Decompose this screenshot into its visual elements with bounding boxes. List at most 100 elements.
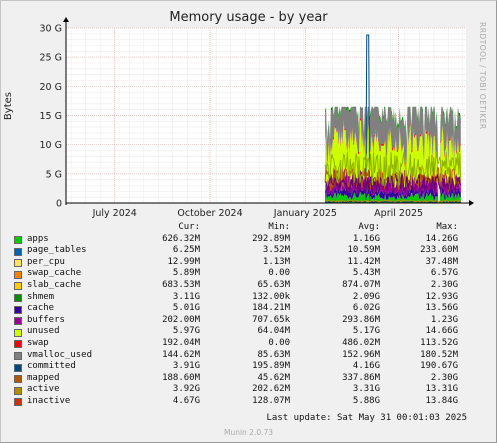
legend-cur: 4.67G [172,395,200,406]
legend-name: swap_cache [27,268,82,279]
legend-cur: 3.91G [172,361,200,372]
series-lines [324,34,462,204]
legend-row-active: active 3.92G 202.62M 3.31G 13.31G [0,384,497,396]
last-update: Last update: Sat May 31 00:01:03 2025 [266,413,467,423]
legend-cur: 188.60M [162,372,200,383]
legend-avg: 4.16G [352,361,380,372]
legend-avg: 5.17G [352,326,380,337]
area-cache [325,119,461,203]
legend-avg: 6.02G [352,303,380,314]
y-tick-labels: 0 5 G 10 G 15 G 20 G 25 G 30 G [40,24,62,210]
legend-avg: 5.88G [352,395,380,406]
legend-swatch [14,375,22,384]
legend-cur: 192.04M [162,337,200,348]
legend-swatch [14,236,22,245]
legend-name: apps [27,233,49,244]
legend-swatch [14,340,22,349]
legend-max: 190.67G [420,361,458,372]
line-mapped [325,199,461,204]
y-tick-label: 5 G [46,169,62,180]
legend-row-vmalloc-used: vmalloc_used 144.62M 85.63M 152.96M 180.52M [0,350,497,362]
legend-swatch [14,305,22,314]
axes [63,17,474,206]
x-tick-label: April 2025 [374,208,423,219]
legend-row-unused: unused 5.97G 64.04M 5.17G 14.66G [0,326,497,338]
legend-cur: 3.11G [172,291,200,302]
legend-max: 13.56G [425,303,458,314]
rrdtool-credit: RRDTOOL / TOBI OETIKER [478,22,487,130]
legend-row-apps: apps 626.32M 292.89M 1.16G 14.26G [0,234,497,246]
legend-avg: 486.02M [342,337,380,348]
y-axis-arrow [63,17,69,22]
legend-min: 0.00 [268,268,290,279]
legend-table: Cur: Min: Avg: Max: apps 626.32M 292.89M 1.… [0,222,497,408]
legend-min: 132.00k [252,291,290,302]
legend-cur: 144.62M [162,349,200,360]
legend-swatch [14,317,22,326]
y-tick-label: 30 G [40,24,62,35]
legend-max: 1.23G [430,314,458,325]
legend-name: committed [27,361,76,372]
legend-row-swap: swap 192.04M 0.00 486.02M 113.52G [0,338,497,350]
legend-min: 3.52M [262,245,290,256]
legend-swatch [14,328,22,337]
legend-rows: apps 626.32M 292.89M 1.16G 14.26G page_tables… [0,234,497,408]
legend-avg: 3.31G [352,384,380,395]
legend-row-mapped: mapped 188.60M 45.62M 337.86M 2.30G [0,373,497,385]
legend-min: 0.00 [268,337,290,348]
legend-swatch [14,352,22,361]
legend-name: inactive [27,395,71,406]
chart-title: Memory usage - by year [169,10,328,25]
legend-cur: 5.97G [172,326,200,337]
legend-cur: 683.53M [162,279,200,290]
legend-row-slab-cache: slab_cache 683.53M 65.63M 874.07M 2.30G [0,280,497,292]
legend-row-cache: cache 5.01G 184.21M 6.02G 13.56G [0,303,497,315]
area-swap [325,106,461,203]
legend-max: 13.31G [425,384,458,395]
legend-swatch [14,247,22,256]
line-inactive [324,151,462,187]
legend-avg: 10.59M [347,245,380,256]
legend-avg: 337.86M [342,372,380,383]
legend-swatch [14,363,22,372]
legend-cur: 5.01G [172,303,200,314]
legend-name: per_cpu [27,256,65,267]
x-tick-label: July 2024 [92,208,137,219]
legend-max: 14.26G [425,233,458,244]
legend-max: 6.57G [430,268,458,279]
x-tick-labels: July 2024 October 2024 January 2025 April 2… [92,208,424,219]
legend-avg: 5.43M [352,268,380,279]
legend-swatch [14,270,22,279]
legend-name: active [27,384,60,395]
legend-avg: 2.09G [352,291,380,302]
line-active [324,172,462,194]
legend-cur: 5.89M [172,268,200,279]
legend-name: shmem [27,291,55,302]
legend-avg: 152.96M [342,349,380,360]
header-max: Max: [436,222,458,232]
legend-row-page-tables: page_tables 6.25M 3.52M 10.59M 233.60M [0,245,497,257]
y-tick-label: 10 G [40,140,62,151]
legend-max: 37.48M [425,256,458,267]
legend-min: 707.65k [252,314,290,325]
legend-avg: 11.42M [347,256,380,267]
legend-swatch [14,386,22,395]
legend-min: 1.13M [262,256,290,267]
area-unused [325,106,461,203]
legend-max: 12.93G [425,291,458,302]
legend-avg: 874.07M [342,279,380,290]
munin-version: Munin 2.0.73 [223,428,274,437]
legend-min: 45.62M [257,372,290,383]
legend-cur: 202.00M [162,314,200,325]
legend-cur: 3.92G [172,384,200,395]
legend-name: buffers [27,314,65,325]
y-tick-label: 25 G [40,53,62,64]
chart-canvas: 0 5 G 10 G 15 G 20 G 25 G 30 G July 2024 Octobe… [40,17,474,219]
legend-min: 128.07M [252,395,290,406]
header-min: Min: [268,222,290,232]
legend-name: vmalloc_used [27,349,93,360]
area-slab-cache [325,184,461,203]
legend-min: 292.89M [252,233,290,244]
legend-max: 113.52G [420,337,458,348]
legend-min: 64.04M [257,326,290,337]
